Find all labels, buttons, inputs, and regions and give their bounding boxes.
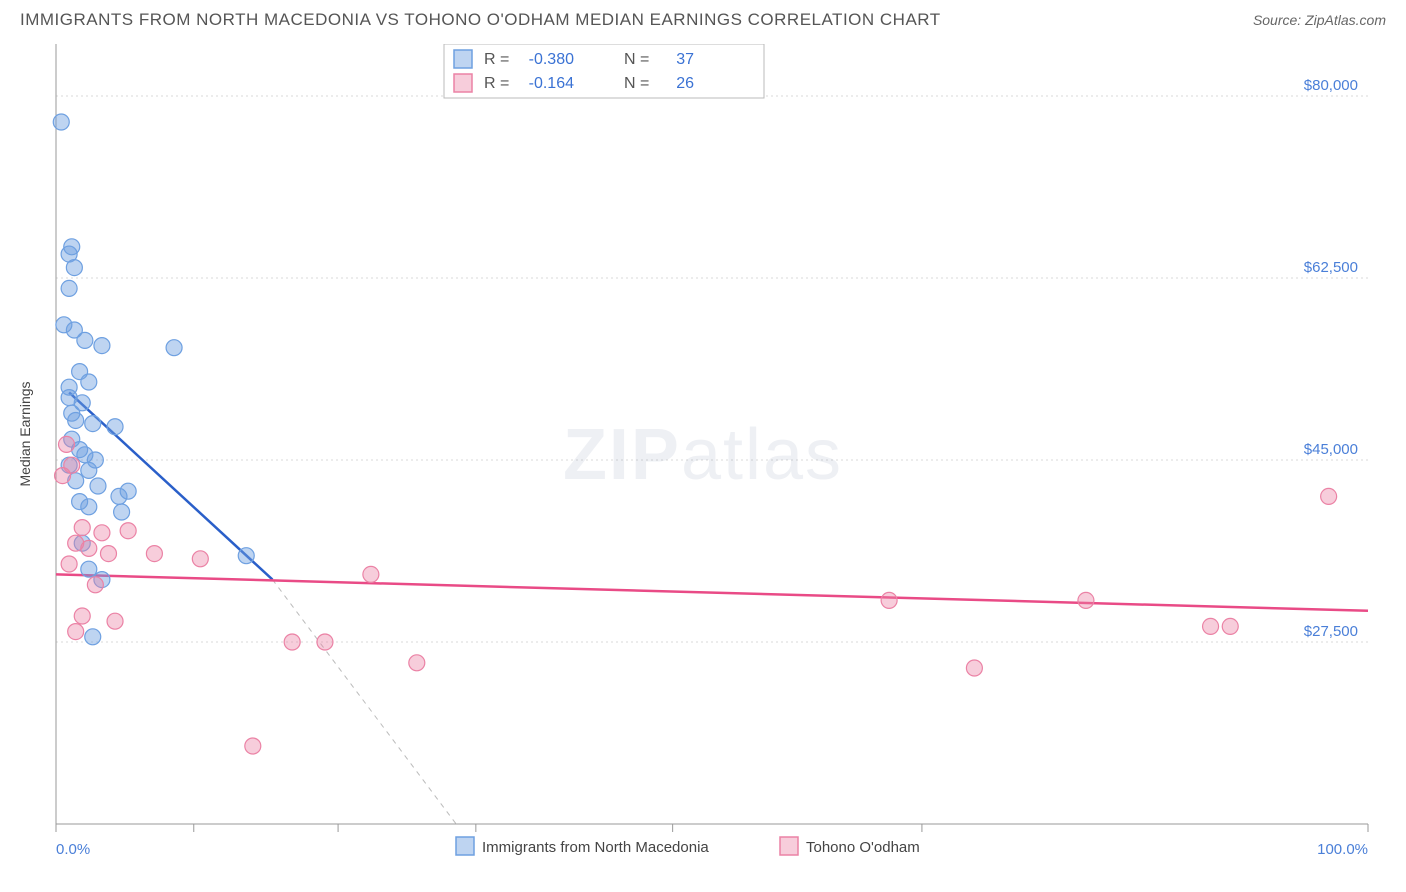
data-point-series-1 [966,660,982,676]
data-point-series-1 [74,608,90,624]
data-point-series-1 [409,655,425,671]
data-point-series-1 [146,546,162,562]
data-point-series-0 [68,412,84,428]
x-max-label: 100.0% [1317,841,1368,858]
data-point-series-0 [166,340,182,356]
data-point-series-1 [317,634,333,650]
data-point-series-0 [81,561,97,577]
corr-N-label-1: N = [624,75,649,92]
chart-header: IMMIGRANTS FROM NORTH MACEDONIA VS TOHON… [0,0,1406,38]
data-point-series-1 [100,546,116,562]
data-point-series-1 [120,523,136,539]
data-point-series-1 [1203,618,1219,634]
source-label: Source: [1253,12,1301,28]
data-point-series-0 [90,478,106,494]
corr-swatch-0 [454,50,472,68]
data-point-series-0 [111,488,127,504]
corr-N-label-0: N = [624,51,649,68]
data-point-series-0 [53,114,69,130]
data-point-series-1 [68,624,84,640]
data-point-series-1 [74,520,90,536]
y-tick-label: $45,000 [1304,441,1358,458]
y-tick-label: $80,000 [1304,77,1358,94]
data-point-series-1 [881,592,897,608]
data-point-series-1 [87,577,103,593]
corr-R-label-0: R = [484,51,509,68]
legend-label-0: Immigrants from North Macedonia [482,839,709,856]
corr-R-value-0: -0.380 [529,51,574,68]
data-point-series-0 [66,260,82,276]
y-axis-label: Median Earnings [17,381,33,486]
data-point-series-0 [61,280,77,296]
chart-title: IMMIGRANTS FROM NORTH MACEDONIA VS TOHON… [20,10,941,30]
chart-svg: $27,500 $45,000 $62,500 $80,000 Median Earni… [14,44,1392,882]
y-tick-label: $62,500 [1304,259,1358,276]
data-point-series-1 [1078,592,1094,608]
data-point-series-0 [114,504,130,520]
regression-line-1 [56,574,1368,610]
data-point-series-1 [81,540,97,556]
x-min-label: 0.0% [56,841,90,858]
data-point-series-0 [107,419,123,435]
data-point-series-0 [238,548,254,564]
corr-R-value-1: -0.164 [529,75,574,92]
corr-N-value-1: 26 [676,75,694,92]
data-point-series-1 [192,551,208,567]
data-point-series-1 [107,613,123,629]
data-point-series-0 [85,416,101,432]
data-point-series-0 [85,629,101,645]
legend-label-1: Tohono O'odham [806,839,920,856]
data-point-series-1 [245,738,261,754]
data-point-series-0 [94,338,110,354]
extrapolation-line-0 [272,580,456,824]
data-point-series-1 [1222,618,1238,634]
data-point-series-1 [1321,488,1337,504]
chart-container: ZIPatlas $27,500$45,000$62,500$80,000Med… [14,44,1392,882]
y-tick-label: $27,500 [1304,623,1358,640]
data-point-series-1 [284,634,300,650]
data-point-series-1 [61,556,77,572]
data-point-series-1 [363,566,379,582]
data-point-series-1 [58,436,74,452]
data-point-series-1 [94,525,110,541]
data-point-series-0 [81,374,97,390]
legend-swatch-blue [456,837,474,855]
legend-swatch-pink [780,837,798,855]
corr-N-value-0: 37 [676,51,694,68]
data-point-series-0 [77,332,93,348]
corr-swatch-1 [454,74,472,92]
source-link[interactable]: ZipAtlas.com [1305,12,1386,28]
data-point-series-0 [81,499,97,515]
chart-source: Source: ZipAtlas.com [1253,12,1386,28]
corr-R-label-1: R = [484,75,509,92]
data-point-series-1 [55,468,71,484]
data-point-series-0 [81,462,97,478]
